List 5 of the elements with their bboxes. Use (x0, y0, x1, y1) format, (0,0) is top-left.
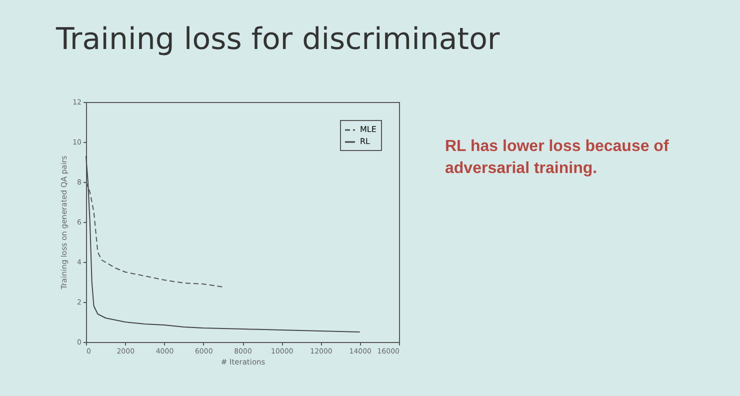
line-series (86, 156, 360, 332)
chart-title: Training loss for discriminator (56, 22, 500, 57)
legend-label: RL (360, 137, 371, 146)
legend-label: MLE (360, 125, 376, 134)
text: RL has lower loss because of adversarial training. (445, 137, 670, 180)
